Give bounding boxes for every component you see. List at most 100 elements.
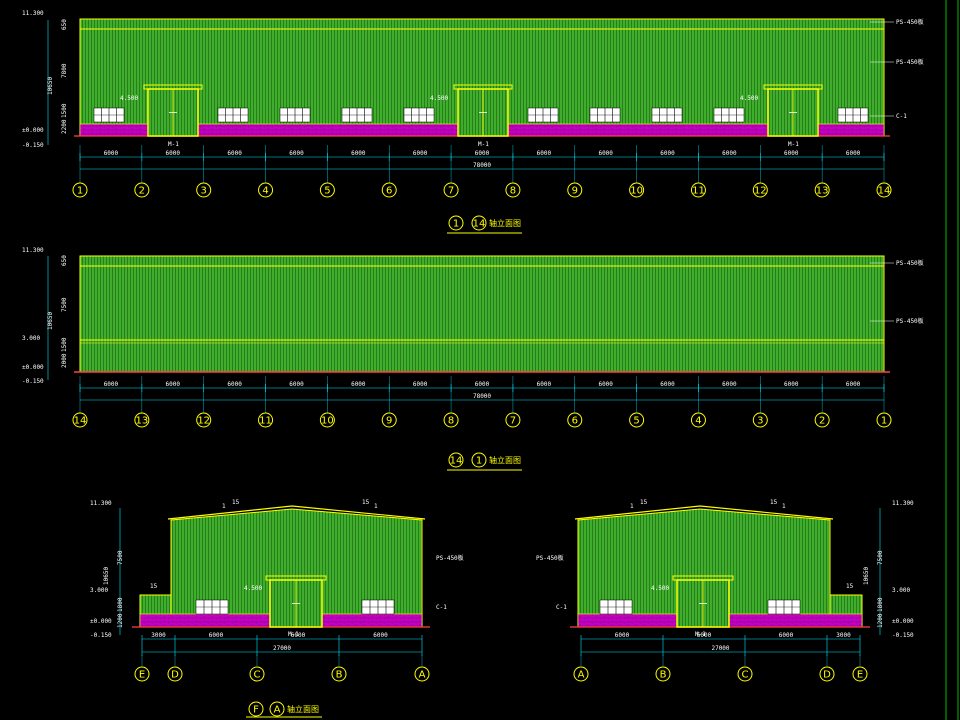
dim-total: 27000 — [273, 645, 291, 652]
dim-value: 6000 — [166, 381, 181, 388]
dim-value: 6000 — [846, 150, 861, 157]
axis-label: 7 — [448, 186, 454, 197]
dim-value: 6000 — [660, 150, 675, 157]
level-top: 11.300 — [22, 10, 44, 17]
dim-value: 6000 — [722, 381, 737, 388]
elevation-f-a: M-1 4.500 1 15 15 1 15 PS-450板 C-1 11.300 3.000 ±0.… — [90, 499, 464, 718]
slope-15: 15 — [640, 499, 648, 506]
vdim: 10650 — [47, 312, 54, 330]
callout: C-1 — [556, 604, 567, 611]
axis-label: 2 — [139, 186, 145, 197]
slope-1: 1 — [630, 503, 634, 510]
axis-bubble — [814, 182, 830, 198]
axis-bubble — [876, 182, 892, 198]
dim-value: 6000 — [104, 150, 119, 157]
axis-bubble — [505, 182, 521, 198]
axis-bubble — [248, 701, 264, 717]
axis-label: 10 — [321, 416, 334, 427]
dim-value: 6000 — [227, 150, 242, 157]
vdim: 1500 — [61, 103, 68, 118]
axis-label: E — [857, 670, 863, 681]
vdim: 1200 — [117, 613, 124, 628]
axis-label: 8 — [510, 186, 516, 197]
vdim: 10650 — [863, 567, 870, 585]
axis-label: 5 — [324, 186, 330, 197]
axis-label: 14 — [473, 219, 486, 230]
axis-bubble — [567, 412, 583, 428]
axis-bubble — [690, 412, 706, 428]
axis-bubble — [852, 666, 868, 682]
axis-label: 14 — [450, 456, 463, 467]
axis-bubble — [629, 412, 645, 428]
axis-label: 3 — [757, 416, 763, 427]
level-ground: -0.150 — [892, 632, 914, 639]
door-level: 4.500 — [651, 585, 669, 592]
axis-label: 9 — [386, 416, 392, 427]
roof-line — [574, 505, 834, 520]
elevation-1-14: 4.500 4.500 4.500 M-1 M-1 M-1 11.300 ±0.000 -0.1… — [22, 10, 924, 234]
axis-bubble — [443, 182, 459, 198]
axis-bubble — [134, 666, 150, 682]
dim-value: 6000 — [289, 150, 304, 157]
dim-total: 78000 — [473, 393, 491, 400]
door-tag: M-1 — [478, 141, 489, 148]
axis-bubble — [331, 666, 347, 682]
axis-bubble — [690, 182, 706, 198]
vdim: 2000 — [61, 353, 68, 368]
door-tag: M-1 — [288, 631, 299, 638]
callout: PS-450板 — [896, 259, 924, 267]
axis-bubble — [72, 182, 88, 198]
dim-value: 6000 — [413, 381, 428, 388]
vdim: 7800 — [61, 63, 68, 78]
dim-value: 6000 — [660, 381, 675, 388]
axis-bubble — [629, 182, 645, 198]
axis-bubble — [258, 412, 274, 428]
level-zero: ±0.000 — [22, 364, 44, 371]
axis-label: 1 — [476, 456, 482, 467]
axis-bubble — [655, 666, 671, 682]
vdim: 10650 — [47, 77, 54, 95]
dim-value: 6000 — [291, 632, 306, 639]
level-ground: -0.150 — [22, 378, 44, 385]
axis-label: 1 — [881, 416, 887, 427]
dim-value: 6000 — [537, 381, 552, 388]
axis-label: B — [336, 670, 343, 681]
axis-bubble — [134, 182, 150, 198]
axis-label: 9 — [572, 186, 578, 197]
door-level: 4.500 — [244, 585, 262, 592]
axis-bubble — [269, 701, 285, 717]
slope-1: 1 — [374, 503, 378, 510]
dim-total: 78000 — [473, 162, 491, 169]
axis-label: E — [139, 670, 145, 681]
axis-bubble — [443, 412, 459, 428]
elevation-14-1: 11.3003.000±0.000-0.15010650750020001500… — [22, 247, 924, 471]
axis-label: D — [171, 670, 179, 681]
axis-bubble — [814, 412, 830, 428]
axis-label: 1 — [453, 219, 459, 230]
axis-label: 13 — [816, 186, 829, 197]
dim-value: 6000 — [846, 381, 861, 388]
axis-bubble — [196, 182, 212, 198]
axis-label: 10 — [630, 186, 643, 197]
axis-label: 14 — [878, 186, 891, 197]
vdim: 10650 — [103, 567, 110, 585]
dim-value: 6000 — [722, 150, 737, 157]
dim-value: 6000 — [615, 632, 630, 639]
level-top: 11.300 — [892, 500, 914, 507]
door-level: 4.500 — [740, 95, 758, 102]
dim-value: 6000 — [289, 381, 304, 388]
dim-value: 6000 — [373, 632, 388, 639]
axis-bubble — [752, 182, 768, 198]
slope-15: 15 — [770, 499, 778, 506]
axis-bubble — [448, 452, 464, 468]
elevation-title: 轴立面图 — [489, 455, 521, 465]
axis-label: 14 — [74, 416, 87, 427]
level-ground: -0.150 — [22, 142, 44, 149]
axis-label: 11 — [259, 416, 272, 427]
axis-label: 11 — [692, 186, 705, 197]
callout: PS-450板 — [536, 554, 564, 562]
dim-value: 6000 — [413, 150, 428, 157]
door-level: 4.500 — [430, 95, 448, 102]
dim-value: 6000 — [166, 150, 181, 157]
axis-bubble — [567, 182, 583, 198]
